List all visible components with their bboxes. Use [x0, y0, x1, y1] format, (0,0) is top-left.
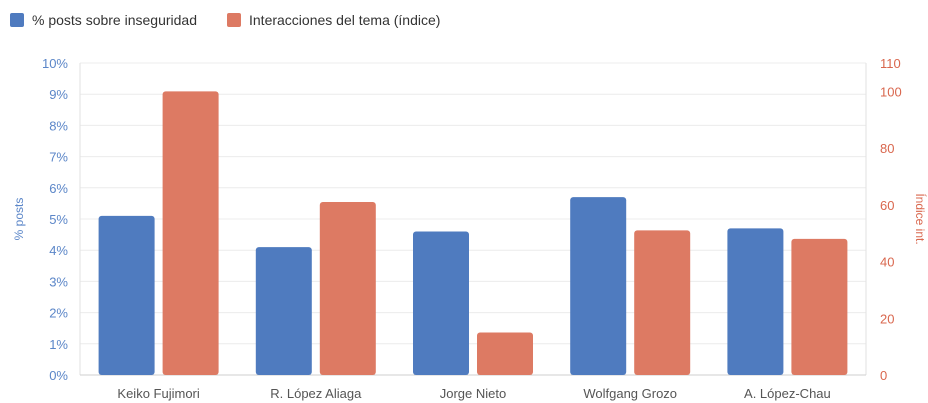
x-tick-label: Wolfgang Grozo: [583, 386, 677, 401]
legend-label-posts: % posts sobre inseguridad: [32, 12, 197, 28]
bar-posts-3: [570, 197, 627, 375]
y-right-axis-title: Índice int.: [913, 193, 928, 244]
bar-posts-4: [727, 228, 784, 375]
left-tick-label: 6%: [49, 181, 68, 196]
bar-posts-0: [98, 215, 155, 375]
bar-interacciones-4: [791, 238, 848, 375]
bar-interacciones-3: [634, 230, 691, 375]
left-tick-label: 3%: [49, 274, 68, 289]
x-tick-label: Jorge Nieto: [440, 386, 506, 401]
right-tick-label: 60: [880, 198, 894, 213]
left-tick-label: 0%: [49, 368, 68, 383]
x-tick-label: A. López-Chau: [744, 386, 831, 401]
bar-posts-2: [413, 231, 469, 375]
right-tick-label: 0: [880, 368, 887, 383]
bar-interacciones-1: [319, 201, 376, 375]
left-tick-label: 7%: [49, 150, 68, 165]
left-tick-label: 10%: [42, 56, 68, 71]
left-tick-label: 9%: [49, 87, 68, 102]
x-tick-label: Keiko Fujimori: [117, 386, 199, 401]
left-tick-label: 8%: [49, 118, 68, 133]
right-tick-label: 20: [880, 311, 894, 326]
legend-label-interacciones: Interacciones del tema (índice): [249, 12, 441, 28]
x-tick-label: R. López Aliaga: [270, 386, 362, 401]
legend: % posts sobre inseguridad Interacciones …: [10, 12, 440, 28]
legend-item-interacciones[interactable]: Interacciones del tema (índice): [227, 12, 440, 28]
y-left-axis-title: % posts: [12, 198, 26, 241]
right-tick-label: 110: [880, 56, 901, 71]
right-tick-label: 100: [880, 84, 902, 99]
right-tick-label: 40: [880, 255, 894, 270]
left-tick-label: 1%: [49, 337, 68, 352]
legend-item-posts[interactable]: % posts sobre inseguridad: [10, 12, 197, 28]
left-tick-label: 4%: [49, 243, 68, 258]
right-tick-label: 80: [880, 141, 894, 156]
legend-swatch-posts: [10, 13, 24, 27]
bar-interacciones-0: [162, 91, 219, 375]
left-tick-label: 5%: [49, 212, 68, 227]
left-tick-label: 2%: [49, 306, 68, 321]
bar-interacciones-2: [477, 332, 533, 375]
bar-posts-1: [255, 247, 312, 375]
legend-swatch-interacciones: [227, 13, 241, 27]
